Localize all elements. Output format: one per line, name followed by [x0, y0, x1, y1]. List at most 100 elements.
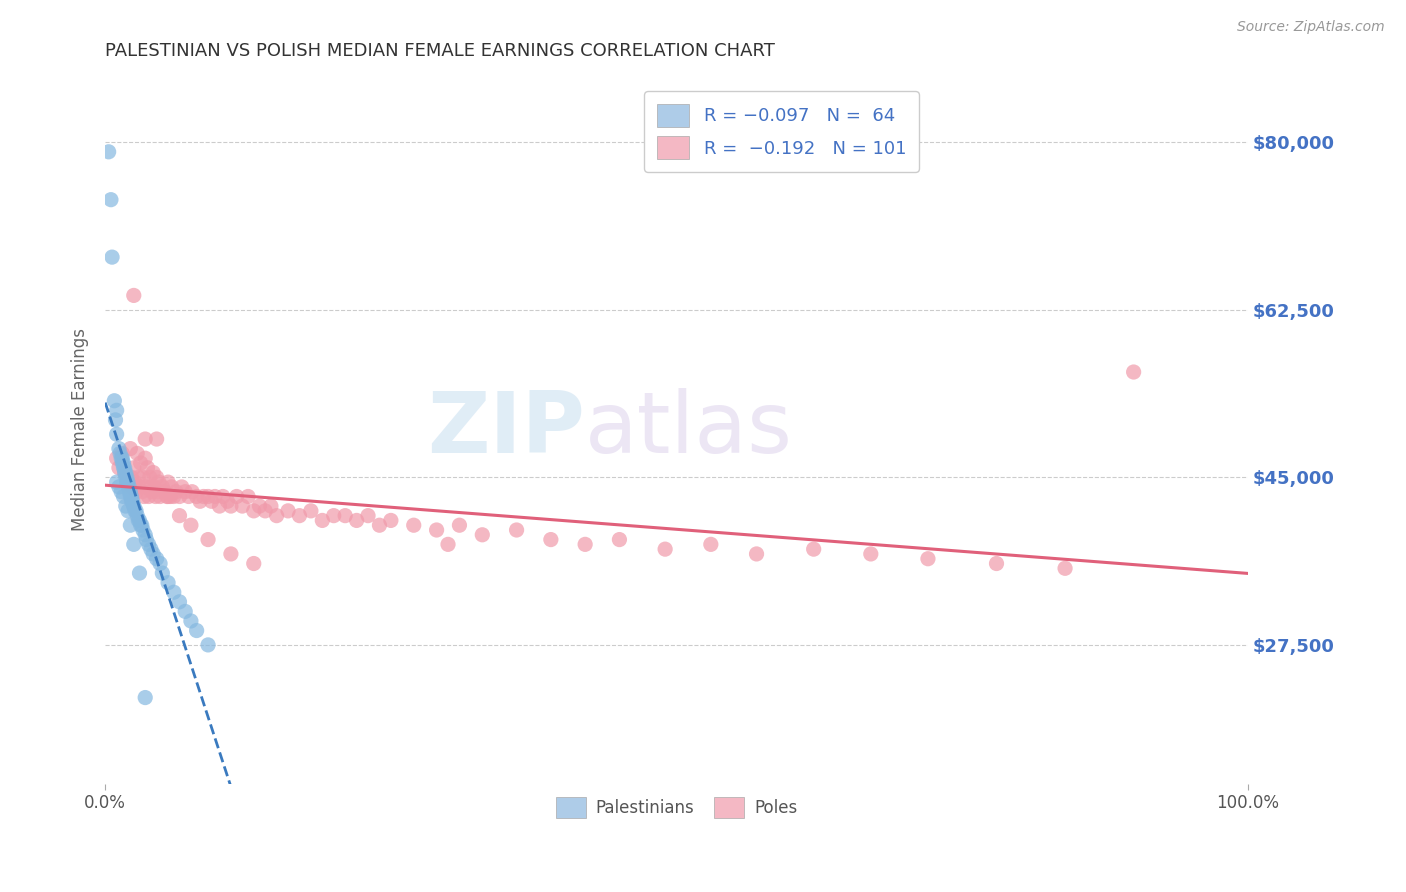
Point	[986, 557, 1008, 571]
Point	[231, 499, 253, 513]
Point	[380, 513, 402, 527]
Point	[132, 523, 155, 537]
Point	[145, 432, 167, 446]
Point	[174, 604, 197, 618]
Point	[146, 484, 169, 499]
Point	[105, 427, 128, 442]
Point	[208, 499, 231, 513]
Point	[163, 585, 186, 599]
Point	[143, 480, 166, 494]
Point	[100, 193, 122, 207]
Point	[129, 456, 152, 470]
Point	[132, 490, 155, 504]
Point	[115, 475, 138, 490]
Point	[139, 542, 162, 557]
Point	[112, 456, 135, 470]
Point	[115, 475, 138, 490]
Point	[402, 518, 425, 533]
Point	[132, 470, 155, 484]
Point	[322, 508, 344, 523]
Point	[859, 547, 882, 561]
Point	[120, 490, 142, 504]
Point	[139, 470, 162, 484]
Point	[110, 484, 132, 499]
Point	[128, 513, 150, 527]
Point	[110, 451, 132, 466]
Point	[124, 504, 146, 518]
Point	[148, 475, 170, 490]
Point	[159, 490, 181, 504]
Point	[134, 432, 156, 446]
Point	[111, 446, 134, 460]
Point	[145, 470, 167, 484]
Point	[219, 547, 242, 561]
Point	[157, 575, 180, 590]
Point	[124, 475, 146, 490]
Point	[121, 494, 143, 508]
Point	[163, 490, 186, 504]
Point	[145, 551, 167, 566]
Point	[118, 484, 141, 499]
Point	[103, 393, 125, 408]
Text: PALESTINIAN VS POLISH MEDIAN FEMALE EARNINGS CORRELATION CHART: PALESTINIAN VS POLISH MEDIAN FEMALE EARN…	[105, 42, 775, 60]
Point	[609, 533, 631, 547]
Point	[266, 508, 288, 523]
Point	[114, 466, 136, 480]
Point	[745, 547, 768, 561]
Point	[700, 537, 723, 551]
Point	[357, 508, 380, 523]
Point	[121, 494, 143, 508]
Point	[114, 460, 136, 475]
Point	[197, 490, 219, 504]
Text: Source: ZipAtlas.com: Source: ZipAtlas.com	[1237, 20, 1385, 34]
Point	[803, 542, 825, 557]
Point	[449, 518, 471, 533]
Point	[197, 533, 219, 547]
Point	[125, 484, 148, 499]
Point	[122, 499, 145, 513]
Point	[105, 475, 128, 490]
Point	[180, 614, 202, 628]
Point	[118, 480, 141, 494]
Point	[142, 547, 165, 561]
Point	[186, 624, 208, 638]
Point	[138, 537, 160, 551]
Point	[170, 480, 193, 494]
Point	[260, 499, 283, 513]
Point	[122, 288, 145, 302]
Point	[242, 557, 264, 571]
Point	[217, 494, 239, 508]
Point	[120, 484, 142, 499]
Point	[149, 490, 172, 504]
Point	[169, 490, 191, 504]
Point	[114, 470, 136, 484]
Point	[111, 451, 134, 466]
Point	[188, 494, 211, 508]
Point	[346, 513, 368, 527]
Point	[101, 250, 124, 264]
Point	[114, 466, 136, 480]
Point	[139, 480, 162, 494]
Point	[120, 518, 142, 533]
Point	[97, 145, 120, 159]
Point	[150, 566, 173, 580]
Point	[127, 446, 149, 460]
Point	[1122, 365, 1144, 379]
Text: atlas: atlas	[585, 388, 793, 471]
Point	[157, 490, 180, 504]
Point	[917, 551, 939, 566]
Point	[145, 490, 167, 504]
Point	[127, 508, 149, 523]
Point	[136, 460, 159, 475]
Point	[150, 480, 173, 494]
Point	[156, 490, 179, 504]
Point	[138, 490, 160, 504]
Point	[118, 480, 141, 494]
Point	[108, 480, 131, 494]
Point	[654, 542, 676, 557]
Text: ZIP: ZIP	[427, 388, 585, 471]
Point	[153, 484, 176, 499]
Point	[471, 528, 494, 542]
Point	[134, 690, 156, 705]
Point	[186, 490, 208, 504]
